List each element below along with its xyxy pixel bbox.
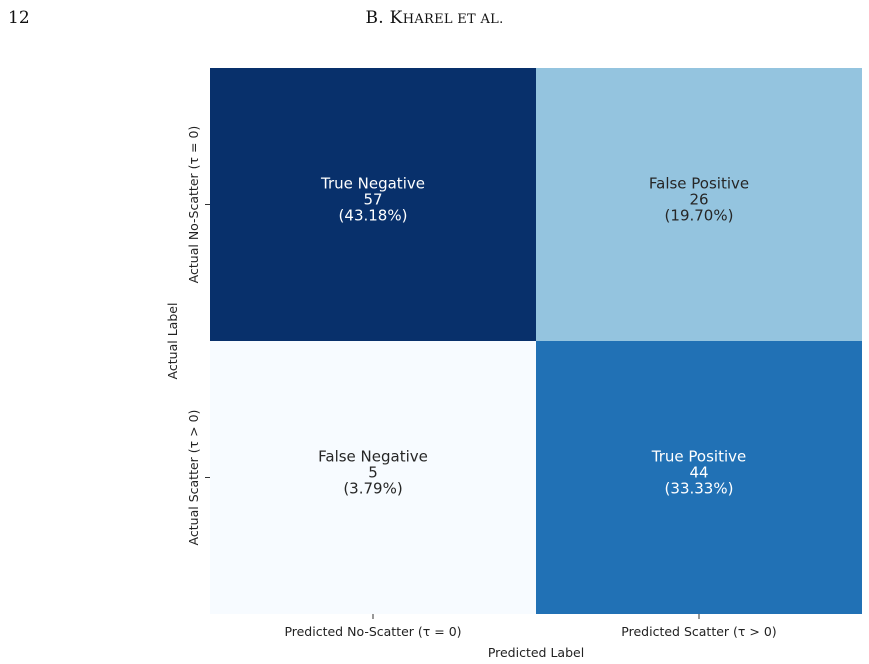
x-tick-label: Predicted Scatter (τ > 0) <box>621 624 776 639</box>
cell-percent-label: (33.33%) <box>665 480 734 498</box>
y-axis-title: Actual Label <box>165 303 180 380</box>
cell-count-label: 57 <box>363 191 382 209</box>
y-tick-label: Actual Scatter (τ > 0) <box>186 410 201 546</box>
cell-name-label: False Positive <box>649 175 749 193</box>
cell-percent-label: (3.79%) <box>343 480 402 498</box>
cell-name-label: False Negative <box>318 448 428 466</box>
running-head: B. KHAREL ET AL. <box>365 8 504 28</box>
cell-false-negative <box>210 341 536 614</box>
x-tick-label: Predicted No-Scatter (τ = 0) <box>284 624 461 639</box>
y-tick-label: Actual No-Scatter (τ = 0) <box>186 126 201 284</box>
cell-count-label: 44 <box>689 464 708 482</box>
cell-name-label: True Negative <box>320 175 425 193</box>
cell-false-positive <box>536 68 862 341</box>
cell-true-negative <box>210 68 536 341</box>
cell-name-label: True Positive <box>651 448 746 466</box>
cell-true-positive <box>536 341 862 614</box>
page-number: 12 <box>8 8 30 28</box>
x-axis-title: Predicted Label <box>488 645 584 660</box>
cell-count-label: 5 <box>368 464 378 482</box>
cell-percent-label: (19.70%) <box>665 207 734 225</box>
cell-count-label: 26 <box>689 191 708 209</box>
cell-percent-label: (43.18%) <box>339 207 408 225</box>
